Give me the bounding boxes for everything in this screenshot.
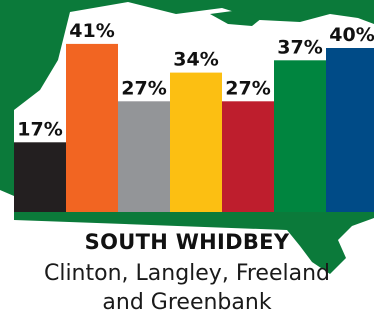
bar-value-label-4: 34% [173, 49, 218, 71]
bar-3 [118, 101, 170, 212]
map-island-shape [210, 10, 262, 26]
region-subtitle: Clinton, Langley, Freeland and Greenbank [0, 259, 374, 317]
bar-value-label-3: 27% [121, 77, 166, 99]
bar-5 [222, 101, 274, 212]
region-title: SOUTH WHIDBEY [84, 230, 290, 254]
bar-4 [170, 72, 222, 212]
bar-1 [14, 142, 66, 212]
bar-value-label-5: 27% [225, 77, 270, 99]
region-subtitle-line-1: Clinton, Langley, Freeland [43, 261, 331, 286]
bar-value-label-2: 41% [69, 20, 114, 42]
bar-2 [66, 43, 118, 213]
bar-value-label-1: 17% [17, 118, 62, 140]
bar-value-label-7: 40% [329, 24, 374, 46]
region-subtitle-line-2: and Greenbank [102, 290, 272, 315]
bar-6 [274, 60, 326, 212]
bar-7 [326, 48, 374, 212]
bar-value-label-6: 37% [277, 36, 322, 58]
data-labels-group: 17% 41% 27% 34% 27% 37% 40% [17, 20, 374, 140]
bars-group [14, 43, 374, 213]
